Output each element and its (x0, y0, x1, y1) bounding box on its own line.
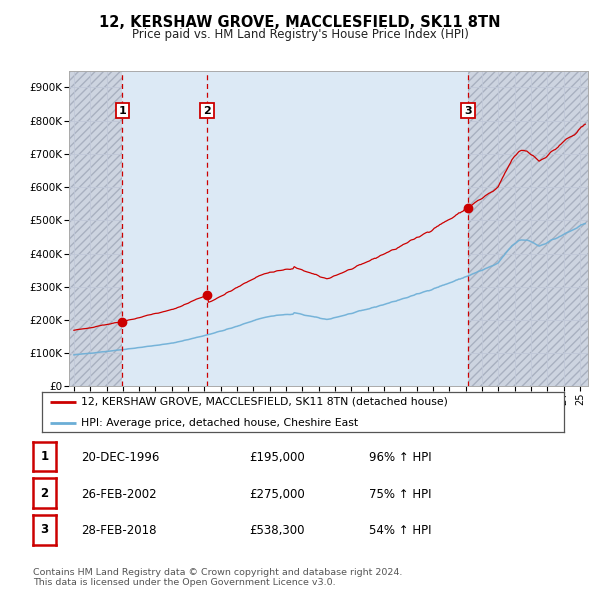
Text: 20-DEC-1996: 20-DEC-1996 (81, 451, 160, 464)
Text: HPI: Average price, detached house, Cheshire East: HPI: Average price, detached house, Ches… (81, 418, 358, 428)
Text: 2: 2 (203, 106, 211, 116)
Text: 12, KERSHAW GROVE, MACCLESFIELD, SK11 8TN: 12, KERSHAW GROVE, MACCLESFIELD, SK11 8T… (99, 15, 501, 30)
Bar (122, 71, 207, 386)
Text: 2: 2 (40, 487, 49, 500)
Bar (207, 71, 468, 386)
Bar (468, 71, 588, 386)
Text: 28-FEB-2018: 28-FEB-2018 (81, 524, 157, 537)
Text: 1: 1 (118, 106, 126, 116)
Text: 75% ↑ HPI: 75% ↑ HPI (369, 487, 431, 501)
Text: 26-FEB-2002: 26-FEB-2002 (81, 487, 157, 501)
Text: Contains HM Land Registry data © Crown copyright and database right 2024.
This d: Contains HM Land Registry data © Crown c… (33, 568, 403, 587)
Text: 3: 3 (464, 106, 472, 116)
Text: 12, KERSHAW GROVE, MACCLESFIELD, SK11 8TN (detached house): 12, KERSHAW GROVE, MACCLESFIELD, SK11 8T… (81, 397, 448, 407)
Bar (69, 71, 122, 386)
Text: £538,300: £538,300 (249, 524, 305, 537)
Text: 96% ↑ HPI: 96% ↑ HPI (369, 451, 431, 464)
Text: £195,000: £195,000 (249, 451, 305, 464)
Text: 54% ↑ HPI: 54% ↑ HPI (369, 524, 431, 537)
Text: Price paid vs. HM Land Registry's House Price Index (HPI): Price paid vs. HM Land Registry's House … (131, 28, 469, 41)
Text: 3: 3 (40, 523, 49, 536)
Text: £275,000: £275,000 (249, 487, 305, 501)
Text: 1: 1 (40, 450, 49, 463)
